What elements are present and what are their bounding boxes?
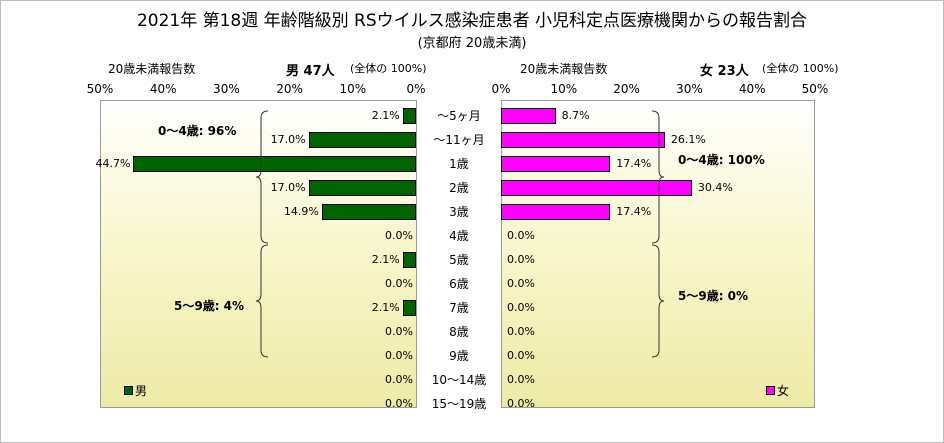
male-value-label: 2.1% — [371, 301, 400, 314]
category-label: 9歳 — [449, 349, 469, 363]
female-bar — [501, 204, 611, 220]
male-value-label: 0.0% — [385, 229, 413, 242]
male-value-label: 0.0% — [385, 373, 413, 386]
female-value-label: 0.0% — [507, 325, 535, 338]
male-value-label: 0.0% — [385, 397, 413, 410]
male-0-4-annotation: 0〜4歳: 96% — [158, 124, 237, 138]
male-bar — [402, 300, 416, 316]
male-legend-swatch — [124, 386, 133, 395]
female-value-label: 26.1% — [670, 133, 706, 146]
male-value-label: 17.0% — [270, 133, 306, 146]
male-value-label: 44.7% — [95, 157, 131, 170]
male-axis-tick: 10% — [339, 82, 367, 96]
female-5-9-bracket — [651, 244, 665, 358]
female-plot-area — [501, 100, 815, 408]
male-count-label: 20歳未満報告数 — [108, 62, 196, 76]
category-label: 〜11ヶ月 — [433, 133, 485, 147]
female-value-label: 0.0% — [507, 397, 535, 410]
female-share: (全体の 100%) — [762, 62, 839, 75]
chart-subtitle: (京都府 20歳未満) — [417, 36, 527, 51]
female-legend-swatch — [766, 386, 775, 395]
category-label: 15〜19歳 — [431, 397, 487, 411]
female-value-label: 0.0% — [507, 373, 535, 386]
female-legend-label: 女 — [777, 384, 790, 398]
female-value-label: 0.0% — [507, 229, 535, 242]
female-axis-tick: 50% — [801, 82, 829, 96]
male-legend-label: 男 — [135, 384, 148, 398]
female-bar — [501, 180, 692, 196]
male-value-label: 0.0% — [385, 277, 413, 290]
male-bar — [133, 156, 416, 172]
male-total: 男 47人 — [286, 64, 335, 79]
female-legend: 女 — [766, 382, 789, 399]
male-value-label: 2.1% — [371, 109, 400, 122]
female-value-label: 0.0% — [507, 253, 535, 266]
male-bar — [308, 180, 416, 196]
female-value-label: 17.4% — [616, 157, 652, 170]
male-value-label: 17.0% — [270, 181, 306, 194]
female-0-4-annotation: 0〜4歳: 100% — [678, 153, 765, 167]
female-0-4-bracket — [651, 110, 665, 244]
category-label: 1歳 — [449, 157, 469, 171]
category-label: 4歳 — [449, 229, 469, 243]
category-label: 7歳 — [449, 301, 469, 315]
female-total: 女 23人 — [700, 64, 749, 79]
female-bar — [501, 132, 665, 148]
female-axis-tick: 20% — [613, 82, 640, 96]
chart-title: 2021年 第18週 年齢階級別 RSウイルス感染症患者 小児科定点医療機関から… — [136, 11, 808, 31]
male-axis-tick: 30% — [213, 82, 240, 96]
male-axis-tick: 0% — [406, 82, 426, 96]
male-value-label: 0.0% — [385, 325, 413, 338]
male-axis-tick: 40% — [149, 82, 177, 96]
female-value-label: 0.0% — [507, 349, 535, 362]
male-plot-area — [100, 100, 417, 408]
female-axis-tick: 0% — [491, 82, 511, 96]
female-axis-tick: 10% — [550, 82, 578, 96]
female-bar — [501, 156, 611, 172]
female-value-label: 8.7% — [561, 109, 590, 122]
female-axis-tick: 40% — [738, 82, 766, 96]
category-label: 3歳 — [449, 205, 469, 219]
male-value-label: 0.0% — [385, 349, 413, 362]
male-5-9-annotation: 5〜9歳: 4% — [174, 299, 245, 313]
female-value-label: 30.4% — [697, 181, 733, 194]
female-value-label: 0.0% — [507, 301, 535, 314]
female-axis-tick: 30% — [676, 82, 703, 96]
female-value-label: 0.0% — [507, 277, 535, 290]
category-label: 5歳 — [449, 253, 469, 267]
male-legend: 男 — [124, 382, 147, 399]
male-5-9-bracket — [255, 244, 269, 358]
female-value-label: 17.4% — [616, 205, 652, 218]
male-bar — [321, 204, 416, 220]
male-axis-tick: 20% — [276, 82, 303, 96]
male-bar — [308, 132, 416, 148]
male-bar — [402, 252, 416, 268]
male-bar — [402, 108, 416, 124]
male-value-label: 14.9% — [283, 205, 319, 218]
male-0-4-bracket — [255, 110, 269, 244]
category-label: 10〜14歳 — [431, 373, 487, 387]
male-value-label: 2.1% — [371, 253, 400, 266]
category-label: 2歳 — [449, 181, 469, 195]
female-5-9-annotation: 5〜9歳: 0% — [678, 289, 749, 303]
category-label: 8歳 — [449, 325, 469, 339]
male-axis-tick: 50% — [86, 82, 114, 96]
female-count-label: 20歳未満報告数 — [520, 62, 608, 76]
category-label: 6歳 — [449, 277, 469, 291]
male-share: (全体の 100%) — [350, 62, 427, 75]
category-label: 〜5ヶ月 — [437, 109, 481, 123]
female-bar — [501, 108, 556, 124]
